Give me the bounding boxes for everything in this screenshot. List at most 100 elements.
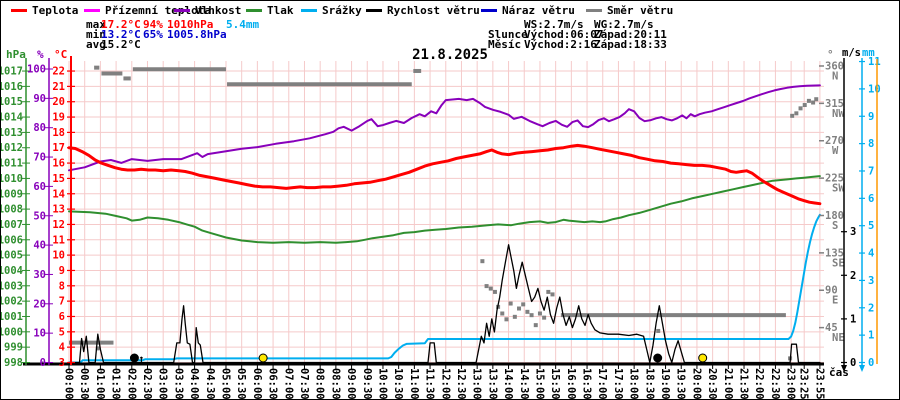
- svg-text:05:00: 05:00: [219, 368, 231, 399]
- svg-text:12:00: 12:00: [439, 368, 451, 399]
- svg-text:02:00: 02:00: [125, 368, 137, 399]
- ground-temperature-line-swatch-icon: [84, 8, 100, 12]
- svg-text:E: E: [832, 295, 838, 307]
- svg-text:08:00: 08:00: [314, 368, 326, 399]
- legend-label: Tlak: [267, 3, 294, 17]
- svg-text:hPa: hPa: [6, 48, 26, 61]
- max-humidity: 94%: [143, 18, 163, 31]
- wind-axis: m/s 0 1 2 3: [841, 47, 861, 372]
- moonrise-time: Východ:2:16: [524, 38, 597, 51]
- svg-text:5: 5: [868, 220, 874, 232]
- legend-item-wind-direction: Směr větru: [586, 4, 673, 17]
- svg-text:15:30: 15:30: [549, 368, 561, 399]
- svg-text:3: 3: [59, 357, 65, 369]
- svg-text:15:00: 15:00: [533, 368, 545, 399]
- svg-text:16:30: 16:30: [581, 368, 593, 399]
- svg-text:10: 10: [33, 328, 46, 340]
- legend-label: Přízemní teplota: [105, 3, 211, 17]
- max-temperature: 17.2°C: [101, 18, 141, 31]
- moon-label: Měsíc: [488, 38, 522, 51]
- legend: Teplota Přízemní teplota Vlhkost Tlak Sr…: [1, 4, 899, 18]
- stats-min-row: min 13.2°C 65% 1005.8hPa: [86, 28, 286, 41]
- svg-text:11:00: 11:00: [408, 368, 420, 399]
- svg-text:2: 2: [868, 302, 874, 314]
- sunset-time: Západ:20:11: [594, 28, 667, 41]
- svg-text:315: 315: [825, 98, 844, 110]
- svg-text:W: W: [832, 145, 839, 157]
- svg-text:20: 20: [33, 298, 46, 310]
- svg-text:13:30: 13:30: [486, 368, 498, 399]
- svg-text:23:00: 23:00: [785, 368, 797, 399]
- svg-text:°C: °C: [54, 48, 67, 61]
- svg-text:1000: 1000: [1, 326, 23, 338]
- rain-total: 5.4mm: [226, 18, 260, 31]
- legend-item-ground-temperature: Přízemní teplota: [84, 3, 211, 17]
- svg-text:80: 80: [33, 122, 46, 134]
- astro-wind-summary: WS:2.7m/s WG:2.7m/s Slunce Východ:06:07 …: [488, 19, 708, 51]
- svg-text:čas: čas: [829, 366, 849, 379]
- svg-text:04:00: 04:00: [188, 368, 200, 399]
- max-pressure: 1010hPa: [167, 18, 214, 31]
- legend-item-wind-gust: Náraz větru: [481, 3, 575, 17]
- svg-text:19:30: 19:30: [675, 368, 687, 399]
- wind-speed-line-swatch-icon: [366, 8, 382, 12]
- svg-text:45: 45: [825, 322, 838, 334]
- svg-text:90: 90: [33, 93, 46, 105]
- humidity-axis: % 0 10 20 30 40 50 60 70 80 90 100: [27, 48, 53, 369]
- min-humidity: 65%: [143, 28, 163, 41]
- svg-text:04:30: 04:30: [204, 368, 216, 399]
- svg-text:10:00: 10:00: [376, 368, 388, 399]
- svg-text:22:30: 22:30: [769, 368, 781, 399]
- svg-text:15: 15: [52, 173, 65, 185]
- svg-text:1015: 1015: [1, 96, 23, 108]
- pressure-series: [68, 175, 821, 244]
- svg-text:0: 0: [868, 357, 874, 369]
- svg-text:10: 10: [868, 83, 881, 95]
- svg-text:21:30: 21:30: [738, 368, 750, 399]
- svg-text:06:00: 06:00: [251, 368, 263, 399]
- temperature-line-swatch-icon: [11, 8, 27, 12]
- svg-text:1005: 1005: [1, 250, 23, 262]
- svg-text:m/s: m/s: [842, 47, 861, 59]
- svg-text:0: 0: [850, 357, 856, 369]
- svg-text:1016: 1016: [1, 81, 23, 93]
- legend-label: Srážky: [322, 3, 362, 17]
- svg-text:12:30: 12:30: [455, 368, 467, 399]
- temperature-series: [67, 143, 822, 206]
- svg-text:SW: SW: [832, 183, 845, 195]
- svg-text:09:00: 09:00: [345, 368, 357, 399]
- max-label: max: [86, 18, 106, 31]
- sun-row: Slunce Východ:06:07 Západ:20:11: [488, 28, 708, 41]
- svg-text:mm: mm: [862, 47, 875, 59]
- svg-text:7: 7: [868, 165, 874, 177]
- svg-text:23:25: 23:25: [798, 368, 810, 399]
- svg-text:10: 10: [52, 250, 65, 262]
- wind-gust-line-swatch-icon: [481, 8, 497, 12]
- svg-text:23:55: 23:55: [813, 368, 825, 399]
- svg-text:70: 70: [33, 152, 46, 164]
- svg-text:6: 6: [868, 193, 874, 205]
- humidity-line-swatch-icon: [174, 8, 190, 12]
- svg-text:°: °: [827, 48, 834, 61]
- svg-text:1009: 1009: [1, 188, 23, 200]
- rain-line-swatch-icon: [301, 8, 317, 12]
- legend-label: Náraz větru: [502, 3, 575, 17]
- legend-label: Vlhkost: [195, 3, 242, 17]
- wind-stats-row: WS:2.7m/s WG:2.7m/s: [488, 19, 708, 30]
- svg-text:100: 100: [27, 64, 46, 76]
- svg-text:21:00: 21:00: [722, 368, 734, 399]
- humidity-series: [68, 84, 821, 172]
- min-label: min: [86, 28, 106, 41]
- legend-item-temperature: Teplota: [11, 4, 78, 17]
- svg-text:14:30: 14:30: [518, 368, 530, 399]
- svg-text:SE: SE: [832, 257, 845, 269]
- svg-text:02:30: 02:30: [141, 368, 153, 399]
- svg-text:11:30: 11:30: [424, 368, 436, 399]
- svg-text:17: 17: [52, 142, 65, 154]
- legend-item-wind-speed: Rychlost větru: [366, 4, 480, 17]
- sun-label: Slunce: [488, 28, 528, 41]
